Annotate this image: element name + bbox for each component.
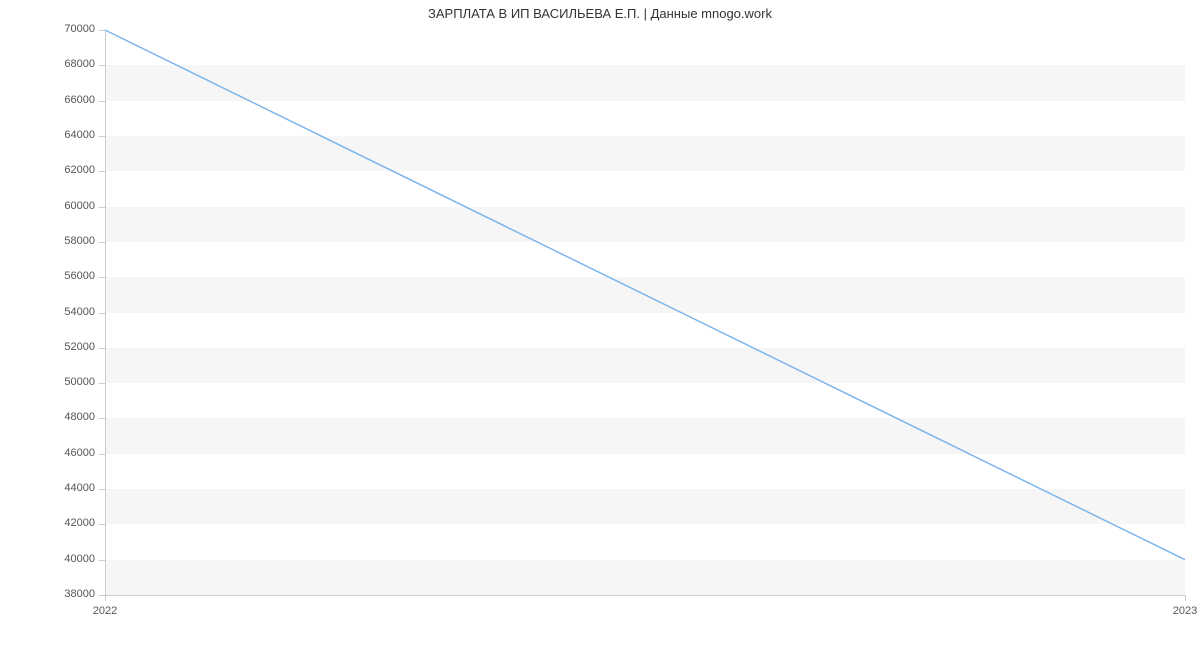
y-tick-label: 68000 [50,58,95,70]
line-layer [105,30,1185,595]
y-tick-label: 38000 [50,588,95,600]
y-tick-label: 64000 [50,129,95,141]
y-tick-label: 42000 [50,517,95,529]
y-tick-label: 48000 [50,411,95,423]
y-tick-label: 62000 [50,164,95,176]
y-tick-label: 56000 [50,270,95,282]
y-tick-label: 50000 [50,376,95,388]
y-tick-label: 58000 [50,235,95,247]
y-tick-label: 40000 [50,553,95,565]
y-tick-label: 52000 [50,341,95,353]
chart-container: ЗАРПЛАТА В ИП ВАСИЛЬЕВА Е.П. | Данные mn… [0,0,1200,650]
y-tick-label: 54000 [50,306,95,318]
chart-title: ЗАРПЛАТА В ИП ВАСИЛЬЕВА Е.П. | Данные mn… [0,6,1200,21]
y-tick-label: 70000 [50,23,95,35]
series-line [105,30,1185,560]
x-tick-mark [1185,595,1186,601]
y-tick-label: 46000 [50,447,95,459]
y-tick-label: 60000 [50,200,95,212]
x-axis-line [105,595,1185,596]
x-tick-label: 2022 [75,605,135,617]
plot-area: 3800040000420004400046000480005000052000… [105,30,1185,595]
x-tick-label: 2023 [1155,605,1200,617]
y-tick-label: 44000 [50,482,95,494]
y-tick-label: 66000 [50,94,95,106]
x-tick-mark [105,595,106,601]
